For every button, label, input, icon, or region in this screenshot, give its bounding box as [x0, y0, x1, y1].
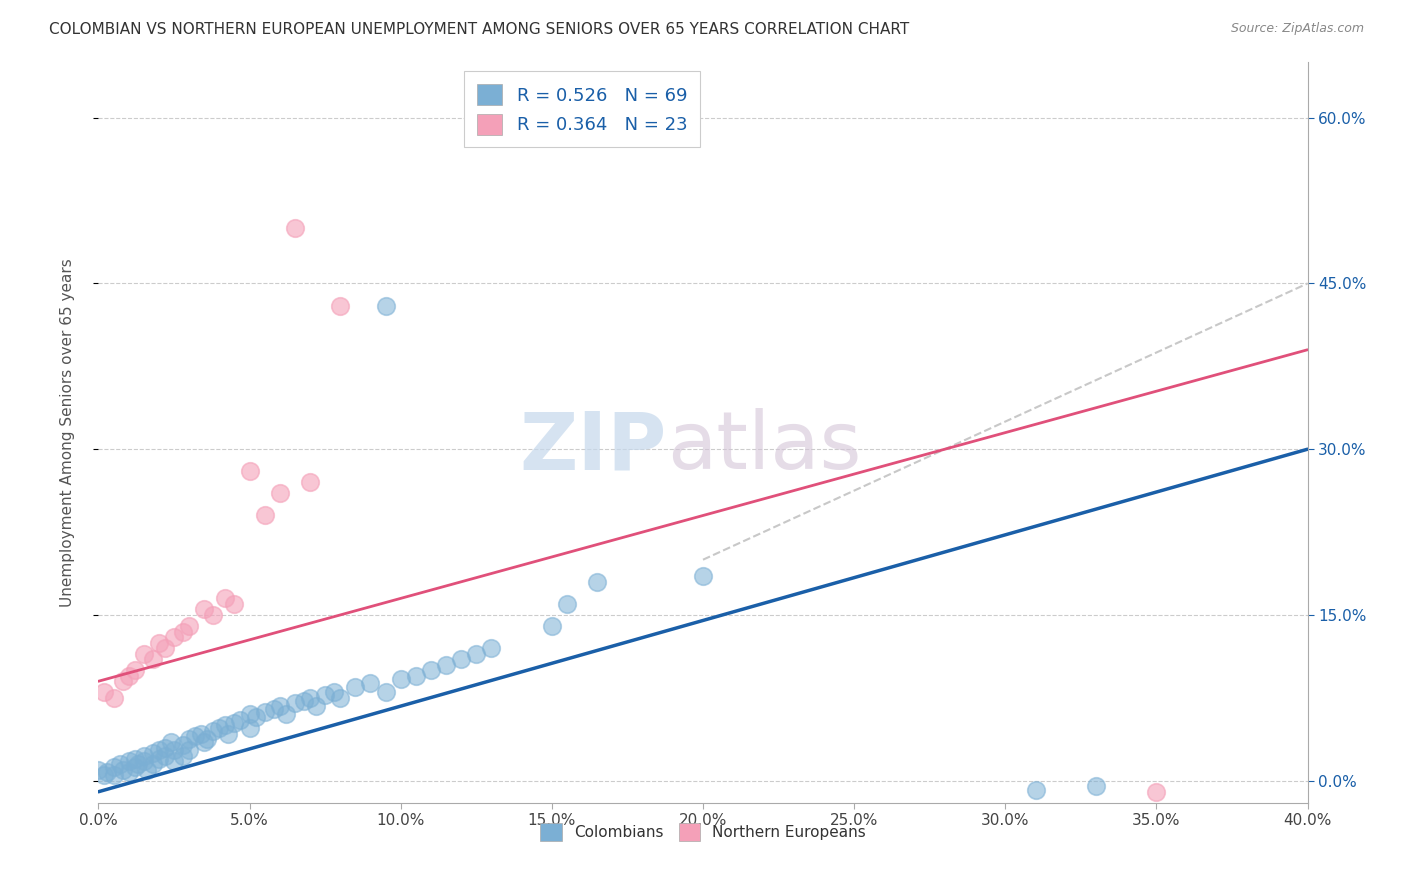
Point: [179, 743, 201, 757]
Point: [142, 757, 165, 772]
Point: [465, 647, 488, 661]
Point: [229, 713, 252, 727]
Point: [190, 727, 212, 741]
Text: Source: ZipAtlas.com: Source: ZipAtlas.com: [1230, 22, 1364, 36]
Point: [172, 749, 194, 764]
Point: [329, 690, 352, 705]
Point: [179, 731, 201, 746]
Point: [148, 743, 170, 757]
Point: [269, 698, 291, 713]
Point: [1144, 785, 1167, 799]
Point: [555, 597, 578, 611]
Point: [329, 299, 352, 313]
Point: [93, 685, 115, 699]
Point: [434, 657, 457, 672]
Point: [481, 641, 503, 656]
Point: [193, 735, 215, 749]
Point: [153, 749, 176, 764]
Point: [1024, 782, 1046, 797]
Y-axis label: Unemployment Among Seniors over 65 years: Unemployment Among Seniors over 65 years: [60, 259, 75, 607]
Point: [172, 739, 194, 753]
Point: [344, 680, 367, 694]
Point: [239, 464, 262, 478]
Point: [163, 630, 186, 644]
Point: [284, 221, 307, 235]
Point: [284, 697, 307, 711]
Point: [420, 663, 443, 677]
Point: [132, 647, 155, 661]
Point: [692, 569, 714, 583]
Point: [450, 652, 472, 666]
Point: [118, 669, 141, 683]
Text: ZIP: ZIP: [519, 409, 666, 486]
Point: [314, 688, 336, 702]
Point: [87, 763, 110, 777]
Point: [374, 685, 396, 699]
Point: [153, 740, 176, 755]
Text: COLOMBIAN VS NORTHERN EUROPEAN UNEMPLOYMENT AMONG SENIORS OVER 65 YEARS CORRELAT: COLOMBIAN VS NORTHERN EUROPEAN UNEMPLOYM…: [49, 22, 910, 37]
Point: [148, 635, 170, 649]
Point: [148, 751, 170, 765]
Point: [239, 707, 262, 722]
Point: [239, 721, 262, 735]
Point: [374, 299, 396, 313]
Point: [142, 652, 165, 666]
Point: [132, 754, 155, 768]
Point: [253, 508, 276, 523]
Point: [389, 672, 412, 686]
Point: [103, 760, 125, 774]
Point: [540, 619, 562, 633]
Point: [184, 730, 207, 744]
Point: [224, 597, 246, 611]
Point: [360, 676, 382, 690]
Point: [172, 624, 194, 639]
Point: [163, 743, 186, 757]
Legend: Colombians, Northern Europeans: Colombians, Northern Europeans: [534, 817, 872, 847]
Point: [1085, 779, 1108, 793]
Point: [118, 764, 141, 779]
Point: [124, 760, 146, 774]
Point: [124, 663, 146, 677]
Point: [292, 694, 315, 708]
Point: [103, 768, 125, 782]
Point: [274, 707, 297, 722]
Point: [111, 674, 134, 689]
Point: [224, 716, 246, 731]
Point: [217, 727, 239, 741]
Point: [323, 685, 346, 699]
Point: [245, 709, 267, 723]
Point: [299, 690, 322, 705]
Point: [111, 763, 134, 777]
Point: [179, 619, 201, 633]
Point: [214, 718, 236, 732]
Point: [269, 486, 291, 500]
Point: [127, 757, 149, 772]
Point: [253, 705, 276, 719]
Point: [305, 698, 328, 713]
Point: [135, 763, 157, 777]
Point: [132, 749, 155, 764]
Point: [405, 669, 427, 683]
Point: [96, 764, 118, 779]
Point: [103, 690, 125, 705]
Point: [214, 591, 236, 606]
Text: atlas: atlas: [666, 409, 860, 486]
Point: [208, 721, 231, 735]
Point: [153, 641, 176, 656]
Point: [142, 746, 165, 760]
Point: [299, 475, 322, 490]
Point: [160, 735, 183, 749]
Point: [586, 574, 609, 589]
Point: [202, 607, 225, 622]
Point: [118, 754, 141, 768]
Point: [93, 768, 115, 782]
Point: [193, 602, 215, 616]
Point: [202, 723, 225, 738]
Point: [108, 757, 131, 772]
Point: [163, 754, 186, 768]
Point: [263, 702, 285, 716]
Point: [195, 731, 218, 746]
Point: [124, 751, 146, 765]
